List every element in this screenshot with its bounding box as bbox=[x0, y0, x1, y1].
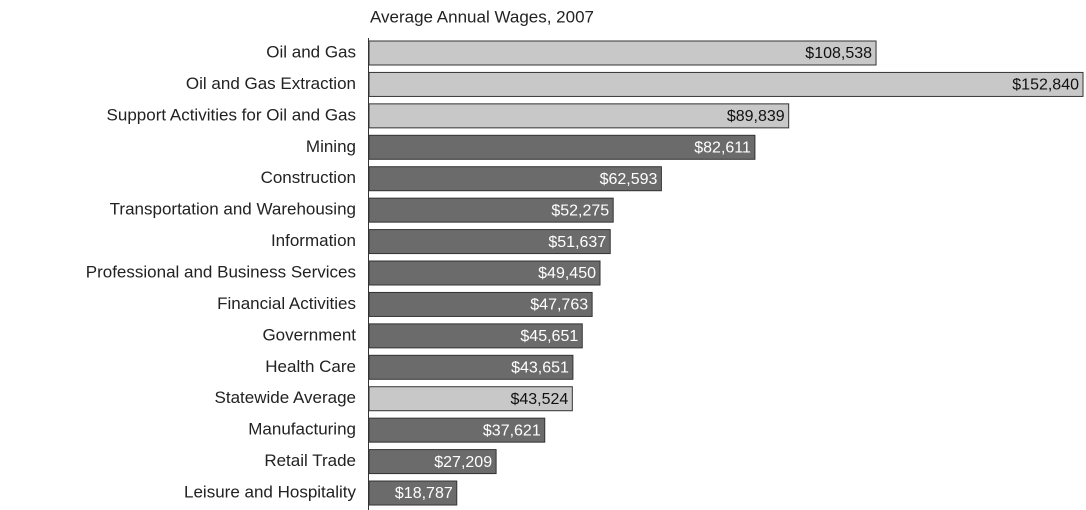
bar bbox=[368, 260, 601, 286]
category-label: Health Care bbox=[265, 357, 356, 376]
value-label: $37,621 bbox=[483, 422, 541, 439]
category-label: Information bbox=[271, 231, 356, 250]
value-label: $52,275 bbox=[551, 202, 609, 219]
category-label: Government bbox=[262, 325, 356, 344]
category-label: Transportation and Warehousing bbox=[110, 200, 356, 219]
chart-title: Average Annual Wages, 2007 bbox=[370, 7, 594, 26]
category-label: Oil and Gas bbox=[266, 42, 356, 61]
value-label: $82,611 bbox=[694, 140, 751, 157]
value-label: $152,840 bbox=[1012, 77, 1079, 94]
value-label: $18,787 bbox=[395, 485, 453, 502]
category-label: Statewide Average bbox=[215, 388, 356, 407]
bar bbox=[368, 71, 1084, 97]
value-label: $45,651 bbox=[520, 328, 578, 345]
value-label: $51,637 bbox=[548, 234, 606, 251]
bar bbox=[368, 291, 593, 317]
bar bbox=[368, 103, 790, 129]
category-label: Retail Trade bbox=[264, 451, 356, 470]
category-label: Professional and Business Services bbox=[86, 262, 356, 281]
category-label: Leisure and Hospitality bbox=[184, 483, 356, 502]
value-label: $49,450 bbox=[538, 265, 596, 282]
category-label: Oil and Gas Extraction bbox=[186, 74, 356, 93]
bar bbox=[368, 449, 497, 475]
bar bbox=[368, 323, 583, 349]
value-label: $89,839 bbox=[727, 108, 785, 125]
bar bbox=[368, 354, 574, 380]
category-label: Construction bbox=[261, 168, 356, 187]
category-label: Support Activities for Oil and Gas bbox=[107, 105, 356, 124]
value-label: $108,538 bbox=[805, 45, 872, 62]
category-label: Mining bbox=[306, 137, 356, 156]
bar bbox=[368, 417, 546, 443]
bar bbox=[368, 480, 458, 506]
category-label: Manufacturing bbox=[248, 420, 356, 439]
bar bbox=[368, 134, 756, 160]
value-label: $62,593 bbox=[600, 171, 658, 188]
bar bbox=[368, 229, 611, 255]
value-label: $47,763 bbox=[530, 297, 588, 314]
category-label: Financial Activities bbox=[217, 294, 356, 313]
bar bbox=[368, 197, 614, 223]
bar bbox=[368, 40, 877, 66]
bar bbox=[368, 386, 573, 412]
value-label: $43,524 bbox=[510, 391, 568, 408]
value-label: $27,209 bbox=[434, 454, 492, 471]
bar bbox=[368, 166, 662, 192]
value-label: $43,651 bbox=[511, 360, 569, 377]
